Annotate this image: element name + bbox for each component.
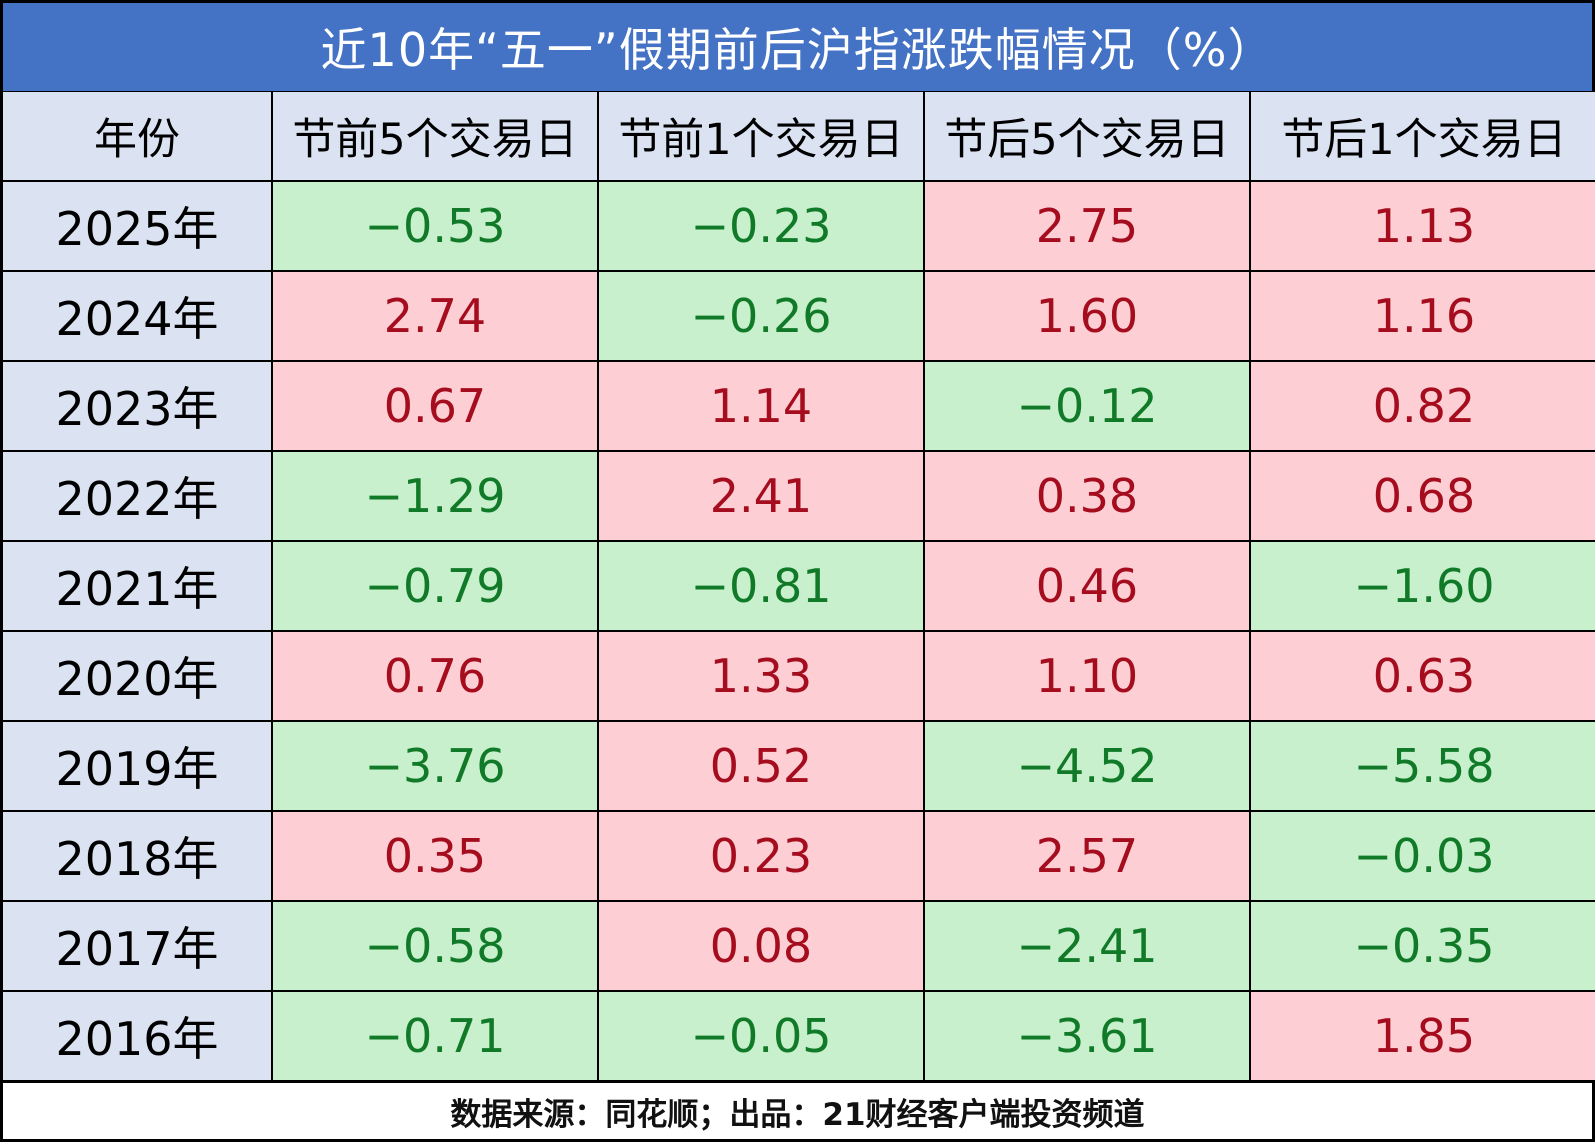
row-year-label: 2021年 — [3, 542, 271, 630]
value-cell-rise: 0.68 — [1251, 452, 1595, 540]
value-cell-decline: −0.35 — [1251, 902, 1595, 990]
row-year-label: 2025年 — [3, 182, 271, 270]
value-cell-rise: 0.46 — [925, 542, 1249, 630]
value-cell-rise: 0.67 — [273, 362, 597, 450]
value-cell-decline: −0.58 — [273, 902, 597, 990]
row-year-label: 2022年 — [3, 452, 271, 540]
value-cell-rise: 1.13 — [1251, 182, 1595, 270]
value-cell-rise: 0.63 — [1251, 632, 1595, 720]
column-header: 节后5个交易日 — [925, 92, 1249, 180]
value-cell-decline: −0.05 — [599, 992, 923, 1080]
value-cell-decline: −0.79 — [273, 542, 597, 630]
value-cell-decline: −0.26 — [599, 272, 923, 360]
value-cell-rise: 1.10 — [925, 632, 1249, 720]
data-table: 年份 节前5个交易日 节前1个交易日 节后5个交易日 节后1个交易日 2025年 −0.53… — [3, 92, 1595, 1080]
value-cell-rise: 1.16 — [1251, 272, 1595, 360]
value-cell-rise: 2.41 — [599, 452, 923, 540]
value-cell-rise: 0.82 — [1251, 362, 1595, 450]
table-title: 近10年“五一”假期前后沪指涨跌幅情况（%） — [3, 3, 1592, 91]
row-year-label: 2016年 — [3, 992, 271, 1080]
row-year-label: 2019年 — [3, 722, 271, 810]
column-header: 年份 — [3, 92, 271, 180]
source-footer: 数据来源：同花顺；出品：21财经客户端投资频道 — [3, 1083, 1592, 1139]
value-cell-decline: −0.23 — [599, 182, 923, 270]
column-header: 节后1个交易日 — [1251, 92, 1595, 180]
value-cell-decline: −0.12 — [925, 362, 1249, 450]
value-cell-rise: 0.52 — [599, 722, 923, 810]
value-cell-rise: 2.57 — [925, 812, 1249, 900]
row-year-label: 2024年 — [3, 272, 271, 360]
row-year-label: 2018年 — [3, 812, 271, 900]
value-cell-decline: −3.61 — [925, 992, 1249, 1080]
value-cell-rise: 0.08 — [599, 902, 923, 990]
value-cell-decline: −3.76 — [273, 722, 597, 810]
value-cell-decline: −0.03 — [1251, 812, 1595, 900]
value-cell-decline: −1.60 — [1251, 542, 1595, 630]
value-cell-rise: 2.75 — [925, 182, 1249, 270]
value-cell-rise: 1.60 — [925, 272, 1249, 360]
value-cell-decline: −0.53 — [273, 182, 597, 270]
column-header: 节前1个交易日 — [599, 92, 923, 180]
row-year-label: 2017年 — [3, 902, 271, 990]
value-cell-decline: −4.52 — [925, 722, 1249, 810]
value-cell-rise: 0.76 — [273, 632, 597, 720]
value-cell-decline: −0.81 — [599, 542, 923, 630]
value-cell-rise: 1.85 — [1251, 992, 1595, 1080]
value-cell-rise: 2.74 — [273, 272, 597, 360]
row-year-label: 2020年 — [3, 632, 271, 720]
value-cell-decline: −0.71 — [273, 992, 597, 1080]
value-cell-rise: 0.23 — [599, 812, 923, 900]
value-cell-decline: −1.29 — [273, 452, 597, 540]
value-cell-decline: −2.41 — [925, 902, 1249, 990]
value-cell-rise: 1.33 — [599, 632, 923, 720]
value-cell-rise: 1.14 — [599, 362, 923, 450]
value-cell-decline: −5.58 — [1251, 722, 1595, 810]
value-cell-rise: 0.38 — [925, 452, 1249, 540]
column-header: 节前5个交易日 — [273, 92, 597, 180]
value-cell-rise: 0.35 — [273, 812, 597, 900]
row-year-label: 2023年 — [3, 362, 271, 450]
